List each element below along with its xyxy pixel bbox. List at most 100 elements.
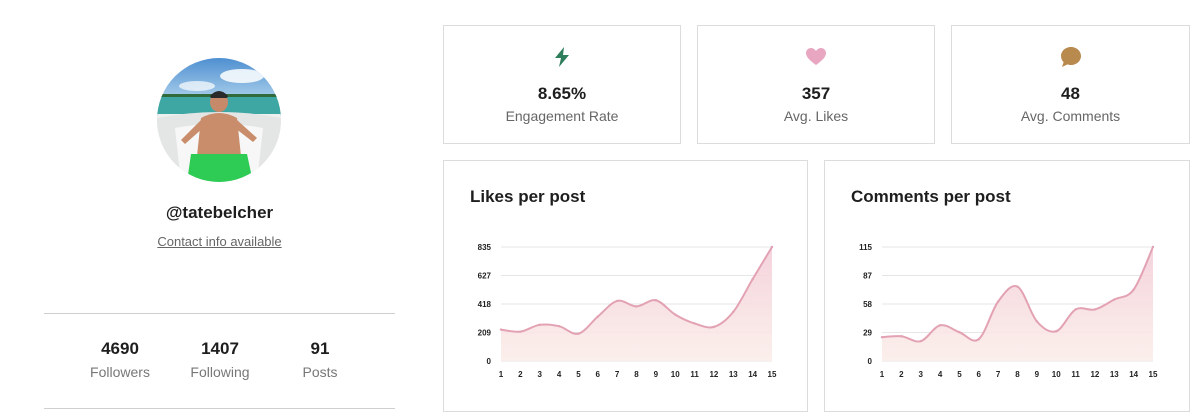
data-point[interactable]: [635, 305, 638, 308]
x-tick-label: 1: [499, 370, 504, 379]
x-tick-label: 5: [576, 370, 581, 379]
x-tick-label: 8: [1015, 370, 1020, 379]
profile-handle: @tatebelcher: [165, 203, 274, 222]
data-point[interactable]: [557, 324, 561, 328]
comment-icon: [1060, 47, 1081, 67]
data-point[interactable]: [1055, 330, 1058, 333]
series-area: [882, 247, 1153, 361]
data-point[interactable]: [654, 299, 658, 302]
x-tick-label: 5: [957, 370, 962, 379]
x-tick-label: 4: [557, 370, 562, 379]
x-tick-label: 1: [880, 370, 885, 379]
data-point[interactable]: [751, 277, 754, 281]
y-tick-label: 115: [859, 243, 872, 252]
x-tick-label: 3: [918, 370, 923, 379]
followers-stat: 4690 Followers: [70, 339, 170, 380]
data-point[interactable]: [1093, 308, 1097, 311]
y-tick-label: 627: [478, 272, 492, 281]
avg-comments-value: 48: [1061, 84, 1080, 103]
avatar[interactable]: [157, 58, 281, 182]
data-point[interactable]: [977, 337, 980, 341]
posts-stat: 91 Posts: [270, 339, 370, 380]
data-point[interactable]: [596, 315, 599, 318]
data-point[interactable]: [900, 335, 903, 338]
y-tick-label: 209: [478, 329, 492, 338]
x-tick-label: 9: [1035, 370, 1040, 379]
engagement-rate-card: 8.65% Engagement Rate: [443, 25, 681, 144]
engagement-rate-value: 8.65%: [537, 84, 587, 103]
followers-count: 4690: [101, 339, 139, 358]
divider: [44, 313, 395, 314]
x-tick-label: 14: [748, 370, 757, 379]
x-tick-label: 12: [709, 370, 718, 379]
data-point[interactable]: [1016, 285, 1019, 288]
x-tick-label: 4: [938, 370, 943, 379]
data-point[interactable]: [1113, 298, 1116, 301]
x-tick-label: 13: [729, 370, 738, 379]
series-area: [501, 247, 772, 361]
contact-info-link[interactable]: Contact info available: [44, 234, 395, 249]
following-count: 1407: [201, 339, 239, 358]
data-point[interactable]: [1074, 308, 1077, 311]
x-tick-label: 6: [596, 370, 601, 379]
data-point[interactable]: [577, 332, 580, 335]
divider: [44, 408, 395, 409]
avatar-photo: [157, 58, 281, 182]
data-point[interactable]: [693, 322, 696, 325]
data-point[interactable]: [1035, 320, 1039, 323]
x-tick-label: 10: [671, 370, 680, 379]
x-tick-label: 14: [1129, 370, 1138, 379]
y-tick-label: 58: [863, 300, 872, 309]
avg-comments-card: 48 Avg. Comments: [951, 25, 1190, 144]
data-point[interactable]: [615, 299, 619, 303]
x-tick-label: 11: [690, 370, 699, 379]
x-tick-label: 2: [899, 370, 904, 379]
engagement-rate-label: Engagement Rate: [505, 108, 619, 124]
y-tick-label: 29: [863, 329, 872, 338]
profile-panel: @tatebelcher Contact info available 4690…: [44, 0, 395, 416]
avg-likes-value: 357: [801, 84, 831, 103]
x-tick-label: 6: [977, 370, 982, 379]
y-tick-label: 0: [868, 357, 873, 366]
x-tick-label: 15: [768, 370, 777, 379]
data-point[interactable]: [958, 331, 961, 334]
x-tick-label: 3: [537, 370, 542, 379]
likes-per-post-card: Likes per post 0 209 418 627 835 1 2 3 4 5 6 7 8 9 10 1…: [443, 160, 808, 412]
posts-label: Posts: [302, 364, 338, 380]
x-tick-label: 13: [1110, 370, 1119, 379]
data-point[interactable]: [1151, 245, 1155, 249]
posts-count: 91: [310, 339, 330, 358]
x-tick-label: 15: [1149, 370, 1158, 379]
likes-chart-title: Likes per post: [470, 187, 586, 206]
data-point[interactable]: [996, 300, 1000, 303]
data-point[interactable]: [919, 339, 922, 343]
data-point[interactable]: [880, 336, 884, 339]
comments-per-post-card: Comments per post 0 29 58 87 115 1 2 3 4 5 6 7 8 9 10 1…: [824, 160, 1190, 412]
data-point[interactable]: [1132, 288, 1135, 291]
heart-icon: [806, 48, 826, 65]
data-point[interactable]: [732, 310, 735, 314]
y-tick-label: 835: [478, 243, 492, 252]
x-tick-label: 11: [1071, 370, 1080, 379]
avg-likes-card: 357 Avg. Likes: [697, 25, 935, 144]
contact-info-label[interactable]: Contact info available: [157, 234, 282, 249]
data-point[interactable]: [770, 245, 774, 249]
following-label: Following: [190, 364, 250, 380]
y-tick-label: 0: [487, 357, 492, 366]
avg-comments-label: Avg. Comments: [1020, 108, 1121, 124]
x-tick-label: 12: [1090, 370, 1099, 379]
data-point[interactable]: [538, 323, 541, 327]
data-point[interactable]: [674, 313, 677, 316]
data-point[interactable]: [938, 324, 942, 327]
following-stat: 1407 Following: [170, 339, 270, 380]
x-tick-label: 10: [1052, 370, 1061, 379]
x-tick-label: 8: [634, 370, 639, 379]
comments-chart-title: Comments per post: [851, 187, 1011, 206]
data-point[interactable]: [499, 328, 503, 331]
y-tick-label: 87: [863, 272, 872, 281]
y-tick-label: 418: [478, 300, 492, 309]
x-tick-label: 9: [654, 370, 659, 379]
data-point[interactable]: [519, 330, 522, 333]
data-point[interactable]: [712, 325, 716, 329]
